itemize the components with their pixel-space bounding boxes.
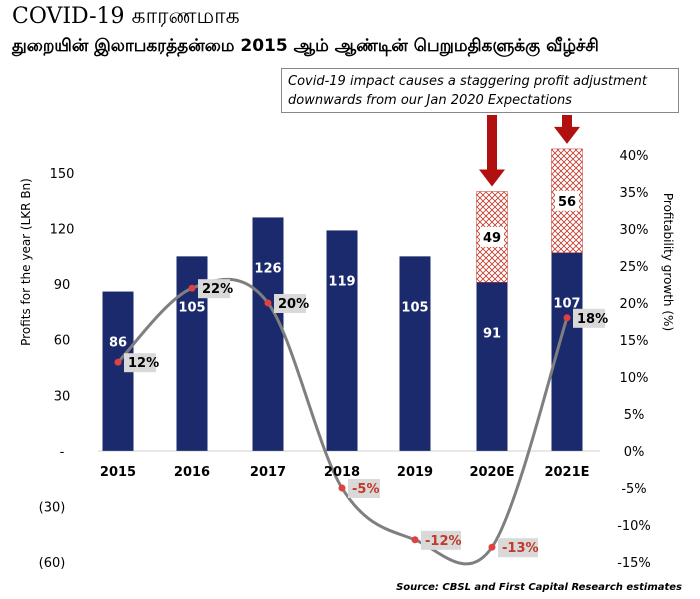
x-tick-label: 2017	[250, 465, 286, 480]
y2-tick-label: 30%	[620, 223, 649, 238]
growth-label-bg	[198, 279, 230, 299]
bar-value-label: 105	[401, 300, 428, 315]
growth-point	[488, 543, 496, 551]
down-arrow-shaft	[562, 115, 572, 128]
y-tick-label: 120	[50, 223, 75, 238]
growth-value-label: -13%	[502, 541, 539, 556]
growth-value-label: 18%	[577, 312, 608, 327]
bar-2020E	[476, 282, 508, 451]
y2-tick-label: 40%	[620, 149, 649, 164]
y2-tick-label: 25%	[620, 260, 649, 275]
x-tick-label: 2020E	[469, 465, 514, 480]
hatched-value-label: 56	[558, 195, 576, 210]
y2-tick-label: 5%	[624, 408, 645, 423]
x-tick-label: 2015	[100, 465, 136, 480]
growth-value-label: 22%	[202, 282, 233, 297]
growth-value-label: 20%	[278, 297, 309, 312]
bar-value-label: 126	[254, 261, 281, 276]
growth-point	[563, 314, 571, 322]
hatched-label-bg	[480, 226, 504, 247]
y-tick-label: 90	[54, 278, 71, 293]
x-tick-label: 2021E	[544, 465, 589, 480]
bar-2019	[399, 256, 431, 451]
y-tick-label: (60)	[39, 556, 66, 571]
growth-label-bg	[421, 530, 461, 550]
y2-tick-label: -10%	[617, 519, 651, 534]
y2-tick-label: 15%	[620, 334, 649, 349]
growth-point	[114, 358, 122, 366]
chart-title-line1: COVID-19 காரணமாக	[12, 4, 240, 29]
hatched-label-bg	[555, 190, 579, 211]
x-tick-label: 2016	[174, 465, 210, 480]
bar-2017	[252, 217, 284, 451]
chart-title-line2: துறையின் இலாபகரத்தன்மை 2015 ஆம் ஆண்டின் …	[12, 36, 599, 56]
y-tick-label: 30	[54, 389, 71, 404]
bar-value-label: 91	[483, 326, 501, 341]
y2-axis-title: Profitability growth (%)	[661, 193, 675, 331]
y2-tick-label: 10%	[620, 371, 649, 386]
y2-tick-label: -5%	[621, 482, 646, 497]
y-tick-label: 150	[50, 167, 75, 182]
bar-value-label: 119	[328, 274, 355, 289]
y2-tick-label: 0%	[624, 445, 645, 460]
growth-label-bg	[498, 538, 538, 558]
growth-label-bg	[573, 308, 605, 328]
y-tick-label: 60	[54, 334, 71, 349]
y-tick-label: -	[60, 445, 65, 460]
source-note: Source: CBSL and First Capital Research …	[396, 582, 682, 593]
growth-value-label: -5%	[352, 482, 379, 497]
y2-tick-label: 35%	[620, 186, 649, 201]
growth-label-bg	[124, 353, 156, 373]
y-tick-label: (30)	[39, 500, 66, 515]
y2-tick-label: 20%	[620, 297, 649, 312]
hatched-value-label: 49	[483, 231, 501, 246]
x-tick-label: 2019	[397, 465, 433, 480]
x-tick-label: 2018	[324, 465, 360, 480]
growth-point	[264, 299, 272, 307]
growth-point	[188, 284, 196, 292]
down-arrow-head	[479, 169, 505, 187]
growth-point	[411, 536, 419, 544]
bar-value-label: 107	[553, 297, 580, 312]
growth-label-bg	[348, 479, 380, 498]
growth-point	[338, 484, 346, 492]
bar-2018	[326, 230, 358, 451]
y2-tick-label: -15%	[617, 556, 651, 571]
growth-label-bg	[274, 294, 306, 313]
growth-value-label: -12%	[425, 534, 462, 549]
down-arrow-head	[554, 126, 580, 144]
growth-value-label: 12%	[128, 356, 159, 371]
y-axis-title: Profits for the year (LKR Bn)	[19, 178, 33, 346]
bar-value-label: 105	[178, 300, 205, 315]
callout-annotation: Covid-19 impact causes a staggering prof…	[281, 68, 679, 113]
bar-value-label: 86	[109, 336, 127, 351]
down-arrow-shaft	[487, 115, 497, 171]
